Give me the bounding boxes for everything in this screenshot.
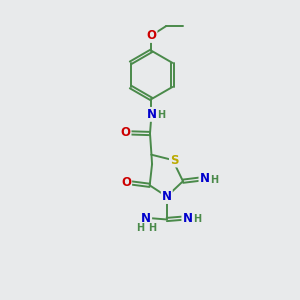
Text: N: N (146, 108, 157, 121)
Text: N: N (141, 212, 151, 224)
Text: O: O (146, 29, 157, 42)
Text: N: N (162, 190, 172, 203)
Text: H: H (136, 223, 144, 233)
Text: H: H (148, 223, 156, 233)
Text: O: O (121, 126, 130, 140)
Text: S: S (170, 154, 178, 166)
Text: H: H (210, 175, 218, 185)
Text: H: H (157, 110, 165, 120)
Text: N: N (182, 212, 192, 224)
Text: O: O (121, 176, 131, 190)
Text: N: N (200, 172, 209, 185)
Text: H: H (193, 214, 202, 224)
